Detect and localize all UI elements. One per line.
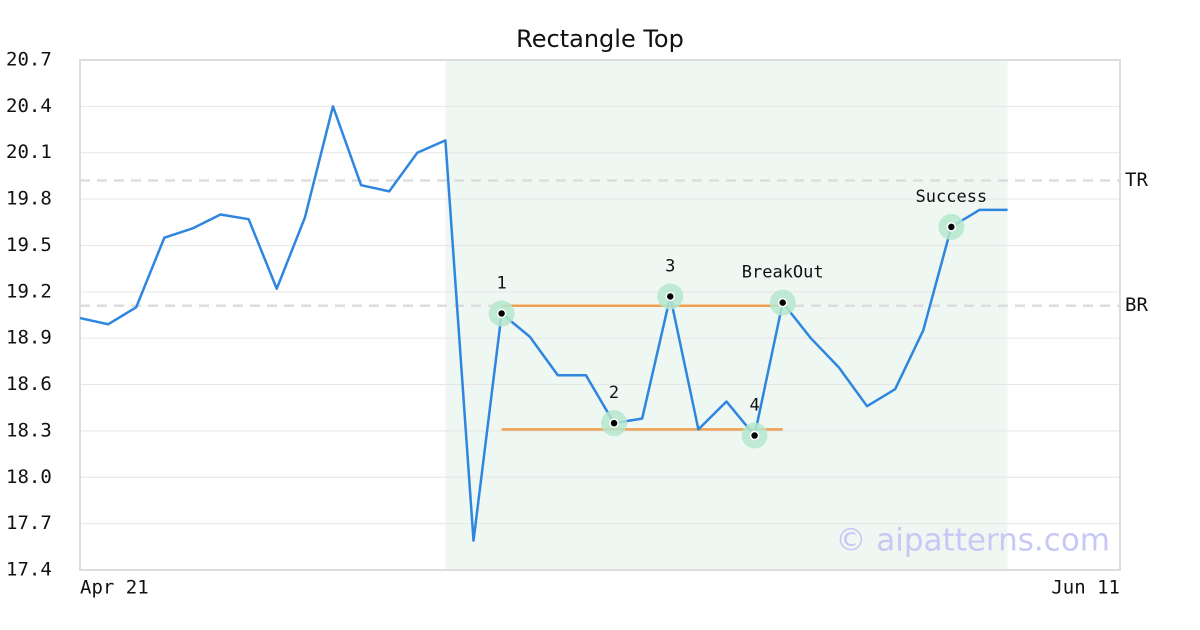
y-tick-label: 19.8 — [6, 188, 52, 210]
y-tick-label: 18.6 — [6, 373, 52, 395]
watermark: © aipatterns.com — [835, 523, 1110, 559]
plot-frame — [79, 59, 1121, 571]
annotation-point — [496, 308, 507, 319]
annotation-label: 1 — [496, 273, 506, 293]
annotation-point — [609, 418, 619, 428]
annotation-label: 2 — [609, 383, 619, 403]
annotation-point — [946, 222, 957, 232]
annotation-point — [777, 297, 788, 308]
y-tick-label: 17.4 — [6, 559, 52, 581]
annotation-point — [749, 430, 760, 441]
reference-label: BR — [1125, 294, 1148, 316]
y-tick-label: 18.3 — [6, 419, 52, 441]
annotation-label: 4 — [749, 396, 759, 416]
x-tick-label: Apr 21 — [80, 577, 149, 599]
price-line — [79, 105, 1008, 542]
y-tick-label: 17.7 — [6, 512, 52, 534]
annotation-label: 3 — [665, 256, 675, 276]
chart-title: Rectangle Top — [516, 25, 684, 53]
y-tick-label: 20.4 — [6, 95, 52, 117]
x-tick-label: Jun 11 — [1051, 577, 1120, 599]
y-tick-label: 18.9 — [6, 327, 52, 349]
y-tick-label: 20.1 — [6, 141, 52, 163]
y-tick-label: 19.5 — [6, 234, 52, 256]
annotation-point — [665, 291, 676, 302]
annotation-label: Success — [916, 187, 988, 207]
y-tick-label: 19.2 — [6, 280, 52, 302]
annotation-label: BreakOut — [742, 263, 824, 283]
y-tick-label: 20.7 — [6, 49, 52, 71]
y-tick-label: 18.0 — [6, 466, 52, 488]
reference-label: TR — [1125, 169, 1148, 191]
pattern-highlight — [445, 60, 1008, 570]
